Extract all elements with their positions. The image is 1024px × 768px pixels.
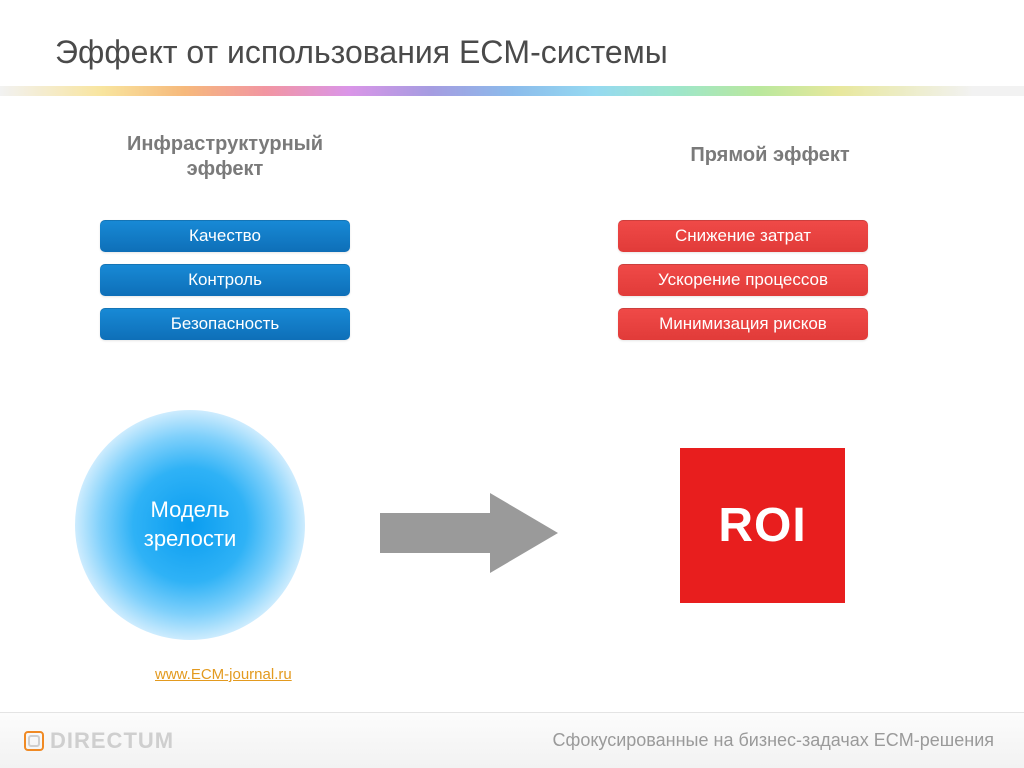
pill-process-speedup: Ускорение процессов: [618, 264, 868, 296]
pill-risk-minimization: Минимизация рисков: [618, 308, 868, 340]
journal-link[interactable]: www.ECM-journal.ru: [155, 666, 292, 683]
footer: DIRECTUM Сфокусированные на бизнес-задач…: [0, 712, 1024, 768]
page-title: Эффект от использования ECM-системы: [55, 34, 668, 71]
pill-control: Контроль: [100, 264, 350, 296]
pill-label: Контроль: [188, 270, 262, 290]
circle-label: Модель зрелости: [144, 496, 237, 553]
pill-label: Безопасность: [171, 314, 279, 334]
footer-tagline: Сфокусированные на бизнес-задачах ECM-ре…: [553, 730, 994, 751]
slide: Эффект от использования ECM-системы Инфр…: [0, 0, 1024, 768]
right-column-heading: Прямой эффект: [640, 144, 900, 167]
heading-text: Прямой эффект: [690, 144, 849, 166]
logo: DIRECTUM: [22, 728, 174, 754]
pill-quality: Качество: [100, 220, 350, 252]
circle-line1: Модель: [151, 497, 230, 522]
pill-security: Безопасность: [100, 308, 350, 340]
maturity-model-circle: Модель зрелости: [75, 410, 305, 640]
roi-label: ROI: [718, 498, 806, 553]
circle-line2: зрелости: [144, 526, 237, 551]
pill-label: Снижение затрат: [675, 226, 811, 246]
heading-text: Инфраструктурный эффект: [127, 133, 323, 180]
logo-text: DIRECTUM: [50, 728, 174, 754]
roi-box: ROI: [680, 448, 845, 603]
pill-label: Ускорение процессов: [658, 270, 828, 290]
pill-cost-reduction: Снижение затрат: [618, 220, 868, 252]
arrow-icon: [380, 488, 560, 578]
accent-bar: [0, 86, 1024, 96]
left-column-heading: Инфраструктурный эффект: [95, 132, 355, 182]
pill-label: Минимизация рисков: [659, 314, 827, 334]
pill-label: Качество: [189, 226, 261, 246]
logo-mark-icon: [22, 729, 46, 753]
